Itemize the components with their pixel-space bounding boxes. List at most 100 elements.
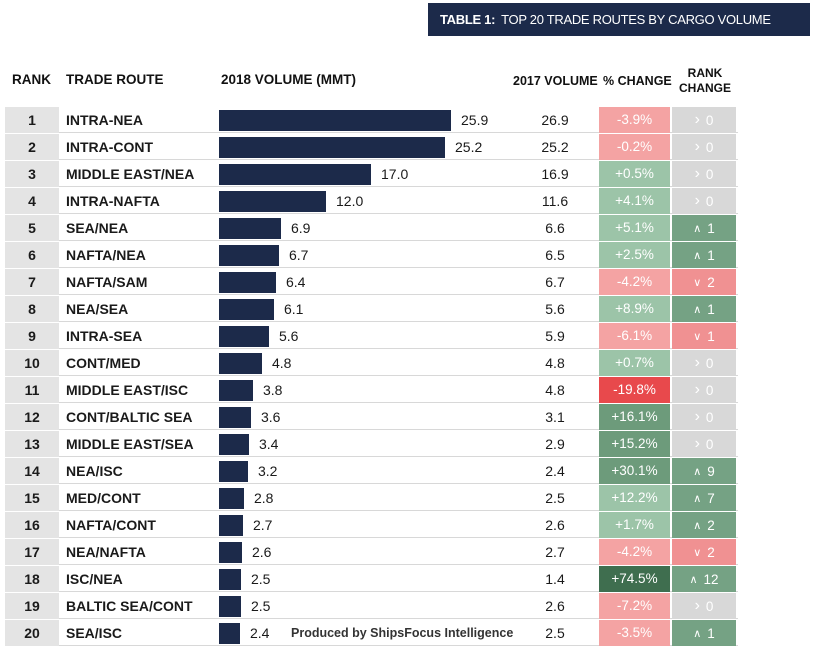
table-row: 18 ISC/NEA 2.5 1.4 +74.5% ∧ 12 [0,566,816,592]
row-divider [5,348,738,349]
rank-change-cell: ∨ 2 [672,269,736,295]
row-divider [5,321,738,322]
chevron-down-icon: ∨ [693,546,702,559]
volume-2018-label: 2.5 [251,571,271,587]
table-row: 12 CONT/BALTIC SEA 3.6 3.1 +16.1% › 0 [0,404,816,430]
volume-2017-cell: 2.5 [545,625,565,641]
percent-change-cell: +15.2% [599,431,670,457]
table-row: 3 MIDDLE EAST/NEA 17.0 16.9 +0.5% › 0 [0,161,816,187]
volume-bar [219,434,249,455]
rank-change-cell: ∧ 12 [672,566,736,592]
route-label: SEA/NEA [66,220,129,236]
route-label: INTRA-SEA [66,328,143,344]
volume-2017-cell: 2.7 [545,544,565,560]
rank-cell: 9 [5,323,59,349]
table-row: 2 INTRA-CONT 25.2 25.2 -0.2% › 0 [0,134,816,160]
volume-bar [219,623,240,644]
chevron-right-icon: › [694,138,700,155]
route-label: MIDDLE EAST/NEA [66,166,195,182]
credit-text: Produced by ShipsFocus Intelligence [291,626,514,640]
row-divider [5,240,738,241]
row-divider [5,294,738,295]
volume-2017-cell: 2.6 [545,517,565,533]
chevron-down-icon: ∨ [693,330,702,343]
table-row: 8 NEA/SEA 6.1 5.6 +8.9% ∧ 1 [0,296,816,322]
rank-cell: 14 [5,458,59,484]
chevron-right-icon: › [694,192,700,209]
rank-change-value: 1 [707,328,715,344]
volume-2017-cell: 25.2 [541,139,569,155]
rank-change-value: 2 [707,544,715,560]
chevron-down-icon: ∨ [693,276,702,289]
table-title-banner: TABLE 1: TOP 20 TRADE ROUTES BY CARGO VO… [428,3,810,36]
rank-change-value: 0 [705,112,714,128]
volume-2018-label: 2.4 [250,625,270,641]
table-row: 13 MIDDLE EAST/SEA 3.4 2.9 +15.2% › 0 [0,431,816,457]
route-label: CONT/MED [66,355,141,371]
percent-change-cell: -4.2% [599,269,670,295]
volume-2017-cell: 6.7 [545,274,565,290]
table-row: 17 NEA/NAFTA 2.6 2.7 -4.2% ∨ 2 [0,539,816,565]
row-divider [5,267,738,268]
chevron-up-icon: ∧ [693,465,702,478]
header-rank-change-line1: RANK [687,66,723,80]
rank-cell: 17 [5,539,59,565]
route-label: ISC/NEA [66,571,123,587]
route-label: NAFTA/SAM [66,274,148,290]
chevron-right-icon: › [694,597,700,614]
rank-change-cell: › 0 [672,377,736,403]
percent-change-cell: +1.7% [599,512,670,538]
volume-2017-cell: 2.5 [545,490,565,506]
route-label: INTRA-NAFTA [66,193,160,209]
header-2018-volume: 2018 VOLUME (MMT) [221,72,357,87]
volume-2018-label: 25.2 [455,139,483,155]
row-divider [5,132,738,133]
rank-change-value: 9 [707,463,715,479]
volume-bar [219,569,241,590]
rank-change-value: 1 [707,247,715,263]
header-2017-volume: 2017 VOLUME [513,74,598,88]
rank-change-value: 0 [705,409,714,425]
chevron-right-icon: › [694,408,700,425]
volume-2017-cell: 5.6 [545,301,565,317]
percent-change-cell: +0.7% [599,350,670,376]
rank-change-value: 0 [705,382,714,398]
header-rank-change: RANK CHANGE [676,66,734,96]
percent-change-cell: +2.5% [599,242,670,268]
rank-change-value: 0 [705,166,714,182]
volume-2018-label: 17.0 [381,166,409,182]
volume-bar [219,326,269,347]
table-row: 5 SEA/NEA 6.9 6.6 +5.1% ∧ 1 [0,215,816,241]
volume-2017-cell: 1.4 [545,571,565,587]
table-row: 10 CONT/MED 4.8 4.8 +0.7% › 0 [0,350,816,376]
chevron-up-icon: ∧ [693,492,702,505]
table-row: 16 NAFTA/CONT 2.7 2.6 +1.7% ∧ 2 [0,512,816,538]
route-label: NEA/ISC [66,463,123,479]
rank-change-value: 0 [705,436,714,452]
volume-2018-label: 12.0 [336,193,364,209]
table-row: 20 SEA/ISC 2.4 2.5 -3.5% ∧ 1 [0,620,816,646]
volume-2018-label: 2.7 [253,517,273,533]
percent-change-cell: +16.1% [599,404,670,430]
chevron-up-icon: ∧ [693,627,702,640]
row-divider [5,537,738,538]
route-label: NAFTA/CONT [66,517,156,533]
route-label: MIDDLE EAST/SEA [66,436,194,452]
rank-change-value: 1 [707,301,715,317]
row-divider [5,591,738,592]
rank-change-value: 2 [707,517,715,533]
table-title: TOP 20 TRADE ROUTES BY CARGO VOLUME [501,12,771,27]
table-row: 6 NAFTA/NEA 6.7 6.5 +2.5% ∧ 1 [0,242,816,268]
volume-bar [219,137,445,158]
rank-change-cell: ∧ 1 [672,215,736,241]
row-divider [5,483,738,484]
rank-change-value: 0 [705,139,714,155]
volume-bar [219,515,243,536]
row-divider [5,645,738,646]
volume-2017-cell: 6.5 [545,247,565,263]
rank-cell: 1 [5,107,59,133]
rank-change-cell: › 0 [672,161,736,187]
row-divider [5,159,738,160]
table-row: 14 NEA/ISC 3.2 2.4 +30.1% ∧ 9 [0,458,816,484]
rank-cell: 15 [5,485,59,511]
